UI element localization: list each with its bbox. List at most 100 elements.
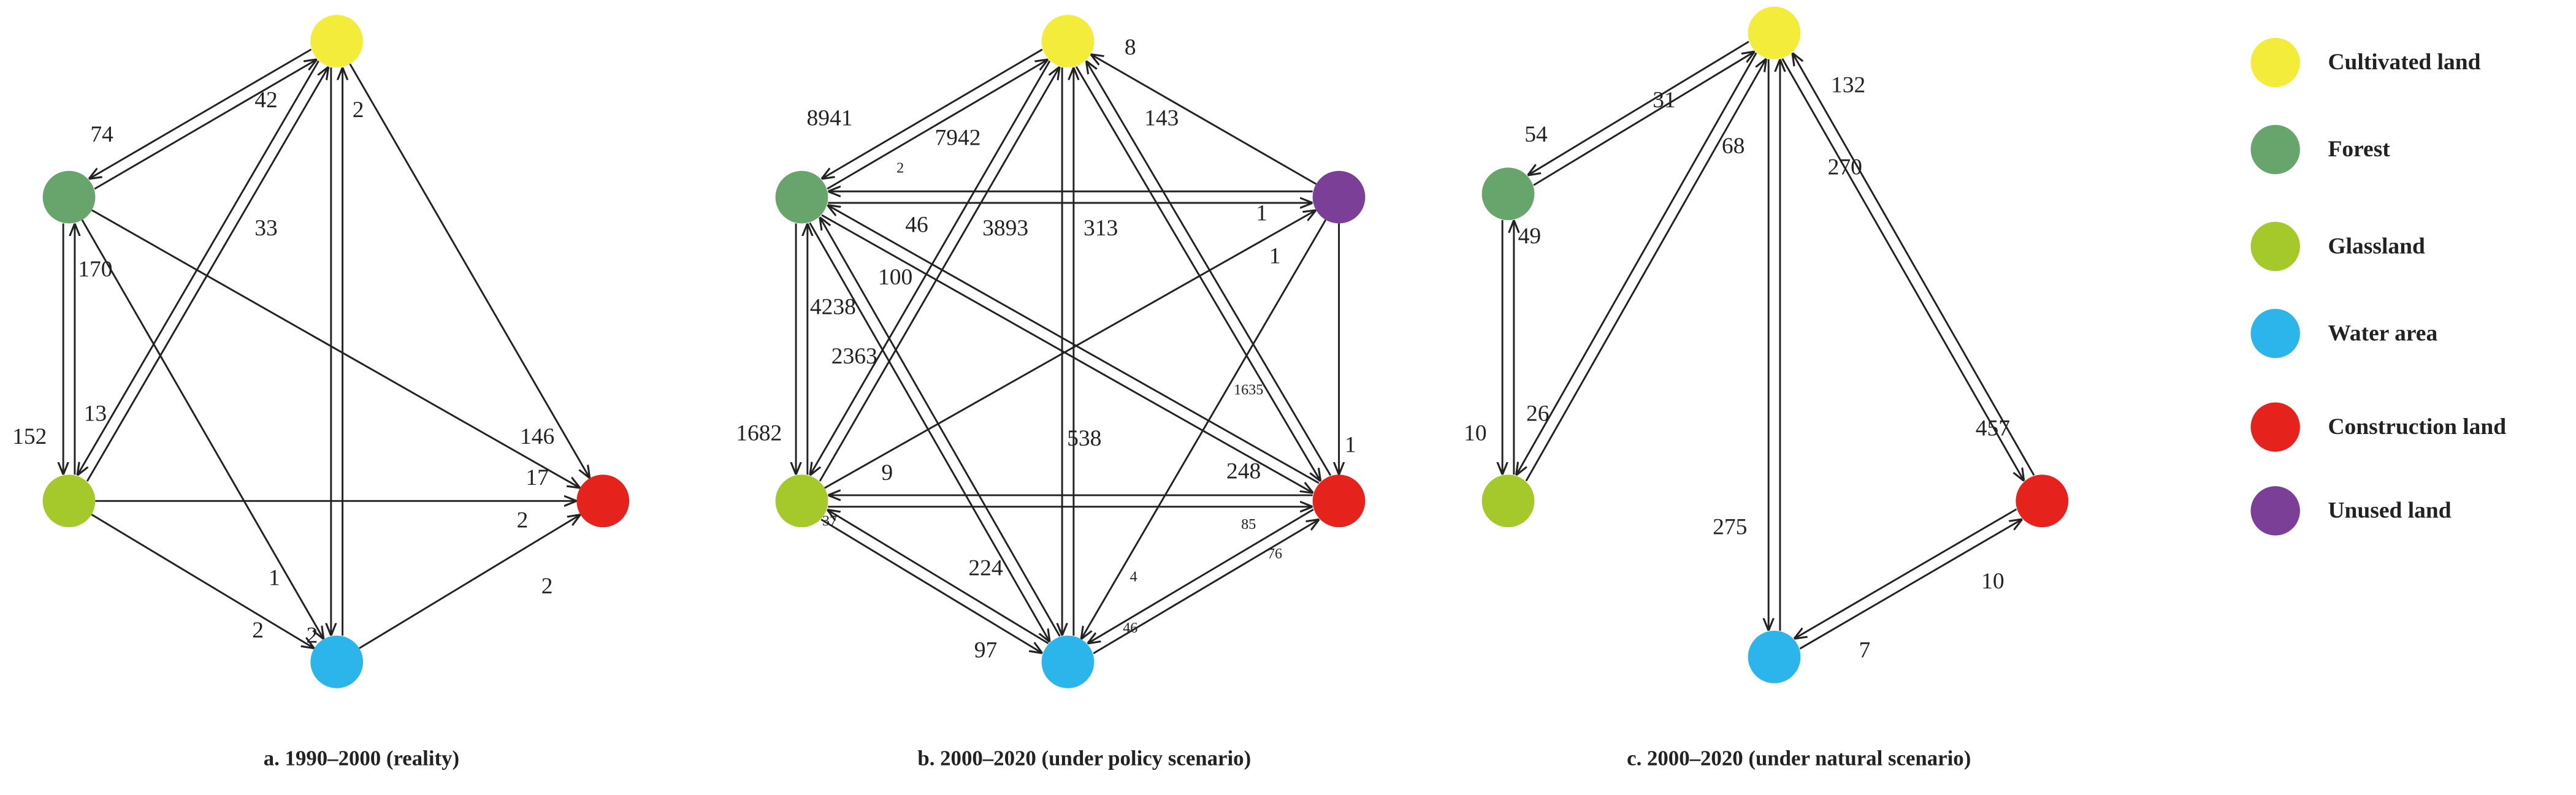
flow-label: 97 xyxy=(974,637,997,663)
flow-label: 10 xyxy=(1981,569,2005,594)
flow-arrow xyxy=(1527,40,1749,175)
land-node xyxy=(1481,167,1535,221)
flow-arrow xyxy=(77,60,319,475)
legend-swatch xyxy=(2250,402,2300,452)
flow-label: 248 xyxy=(1226,458,1261,484)
flow-label: 74 xyxy=(90,122,113,147)
flow-label: 146 xyxy=(520,424,554,449)
flow-label: 68 xyxy=(1722,134,1745,159)
land-node xyxy=(42,474,96,528)
land-node xyxy=(1041,15,1095,67)
flow-arrow xyxy=(1792,53,2035,476)
flow-label: 275 xyxy=(1713,514,1747,539)
land-node xyxy=(1481,474,1535,528)
flow-label: 1 xyxy=(1269,243,1281,268)
flow-arrow xyxy=(86,67,329,482)
flow-label: 46 xyxy=(1123,620,1137,636)
flow-label: 1 xyxy=(1256,201,1267,226)
flow-arrow xyxy=(1091,55,1317,185)
flow-label: 10 xyxy=(1464,421,1487,446)
flow-arrow xyxy=(81,219,324,639)
land-node xyxy=(42,170,96,224)
flow-arrow xyxy=(810,60,1051,476)
land-node xyxy=(1748,630,1801,683)
flow-label: 313 xyxy=(1084,216,1118,241)
flow-label: 1 xyxy=(1345,432,1356,457)
panel-caption: b. 2000–2020 (under policy scenario) xyxy=(917,747,1251,770)
legend-swatch xyxy=(2250,221,2300,272)
flow-label: 143 xyxy=(1144,105,1179,131)
flow-label: 9 xyxy=(881,460,893,485)
flow-arrow xyxy=(821,214,1313,493)
flow-arrow xyxy=(1516,52,1757,475)
flow-label: 132 xyxy=(1831,73,1865,98)
flow-label: 7 xyxy=(1859,637,1871,663)
flow-label: 13 xyxy=(84,401,107,427)
flow-arrow xyxy=(1794,508,2017,639)
flow-label: 170 xyxy=(78,257,112,282)
flow-arrow xyxy=(809,222,1050,642)
land-node xyxy=(1312,170,1366,224)
flow-label: 2 xyxy=(517,508,529,533)
land-node xyxy=(310,635,364,688)
flow-label: 2 xyxy=(541,574,553,599)
legend-swatch xyxy=(2250,486,2300,536)
flow-label: 76 xyxy=(1267,546,1282,562)
legend-swatch xyxy=(2250,124,2300,175)
flow-label: 8941 xyxy=(807,105,853,131)
flow-arrow xyxy=(1081,219,1327,639)
land-node xyxy=(576,474,630,528)
flow-label: 26 xyxy=(1526,401,1550,427)
flow-label: 1 xyxy=(269,566,280,591)
flow-arrow xyxy=(1086,61,1332,476)
legend-swatch xyxy=(2250,308,2300,359)
flow-arrow xyxy=(1075,66,1321,481)
land-node xyxy=(775,170,828,224)
flow-label: 46 xyxy=(905,212,928,237)
flow-arrow xyxy=(824,210,1316,489)
flow-label: 2 xyxy=(896,161,904,177)
flow-label: 2363 xyxy=(831,344,877,369)
flow-label: 1635 xyxy=(1234,382,1263,398)
panel-caption: c. 2000–2020 (under natural scenario) xyxy=(1627,747,1971,770)
flow-arrow xyxy=(827,59,1048,190)
flow-label: 2 xyxy=(307,623,318,648)
flow-label: 270 xyxy=(1828,155,1862,180)
flow-arrow xyxy=(1525,59,1767,482)
flow-arrow xyxy=(1781,58,2024,481)
flow-label: 4238 xyxy=(810,294,856,319)
flow-label: 3893 xyxy=(982,216,1028,241)
flow-label: 85 xyxy=(1241,517,1256,533)
flow-label: 2 xyxy=(353,97,364,123)
flow-arrow xyxy=(820,217,1061,637)
legend-label: Forest xyxy=(2328,137,2390,162)
flow-arrow xyxy=(1533,51,1755,186)
flow-label: 37 xyxy=(822,514,837,530)
flow-arrow xyxy=(91,514,314,648)
land-node xyxy=(2016,474,2069,528)
flow-arrow xyxy=(827,509,1049,644)
legend-label: Construction land xyxy=(2328,414,2506,439)
flow-label: 457 xyxy=(1976,416,2010,441)
panel-caption: a. 1990–2000 (reality) xyxy=(264,747,459,770)
flow-label: 33 xyxy=(254,216,278,241)
land-node xyxy=(775,474,828,528)
flow-label: 1682 xyxy=(736,421,782,446)
legend-label: Unused land xyxy=(2328,498,2451,523)
land-node xyxy=(1748,6,1801,59)
flow-arrow xyxy=(359,514,581,649)
flow-arrow xyxy=(94,59,317,190)
land-node xyxy=(310,15,364,67)
land-node xyxy=(1312,474,1366,528)
flow-label: 4 xyxy=(1130,569,1137,585)
flow-arrow xyxy=(349,63,590,478)
legend-label: Cultivated land xyxy=(2328,50,2480,75)
flow-label: 224 xyxy=(968,555,1003,580)
flow-label: 100 xyxy=(878,265,912,290)
flow-arrow xyxy=(820,519,1042,653)
flow-arrow xyxy=(827,205,1320,484)
flow-arrow xyxy=(89,48,312,179)
flow-label: 49 xyxy=(1518,224,1542,249)
